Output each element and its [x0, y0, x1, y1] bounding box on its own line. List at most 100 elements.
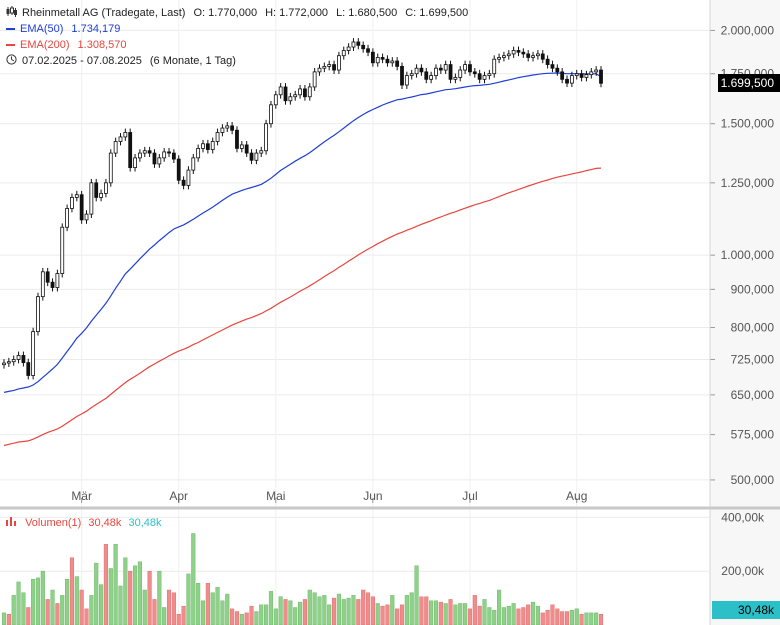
volume-bar — [443, 603, 448, 625]
candle — [375, 53, 380, 67]
volume-bar — [288, 600, 293, 625]
candle — [70, 193, 74, 213]
candle-body — [366, 48, 370, 53]
candle-body — [351, 41, 356, 48]
candle-body — [346, 46, 351, 51]
low-value: L: 1.680,500 — [336, 7, 398, 19]
ema50-row[interactable]: EMA(50) 1.734,179 — [6, 21, 468, 37]
candle-body — [210, 141, 215, 150]
candle-body — [205, 143, 210, 150]
candle-body — [225, 125, 230, 129]
candle-body — [104, 182, 108, 194]
volume-bar — [152, 599, 157, 625]
candle — [424, 68, 429, 84]
volume-bar — [69, 557, 75, 625]
candle-body — [45, 271, 50, 283]
candle-body — [152, 152, 157, 165]
volume-bar — [26, 607, 31, 625]
volume-bar — [346, 597, 351, 625]
candle-body — [414, 67, 419, 75]
volume-bar — [128, 570, 133, 625]
volume-bar — [278, 596, 283, 625]
candle-body — [220, 127, 225, 133]
instrument-name: Rheinmetall AG (Tradegate, Last) — [22, 7, 186, 19]
candle-body — [230, 125, 235, 131]
candle-body — [555, 67, 560, 73]
candle-body — [477, 73, 482, 80]
volume-bar — [472, 595, 477, 625]
candle — [94, 178, 99, 202]
candle — [356, 38, 361, 50]
volume-bar — [385, 604, 390, 625]
candle — [278, 83, 283, 99]
candle — [55, 269, 60, 292]
volume-bar — [259, 604, 264, 625]
time-tick-label: Mär — [71, 489, 92, 503]
ema200-row[interactable]: EMA(200) 1.308,570 — [6, 37, 468, 53]
candle-body — [26, 362, 31, 376]
candle-body — [497, 57, 501, 60]
candle — [404, 71, 409, 89]
volume-bar — [162, 607, 167, 625]
candle — [205, 139, 210, 154]
candle-body — [560, 71, 565, 80]
candle-body — [113, 141, 118, 154]
time-tick-label: Apr — [169, 489, 188, 503]
candle-body — [531, 55, 535, 58]
volume-bar — [268, 591, 274, 625]
candle-body — [6, 361, 11, 364]
volume-bar — [467, 608, 473, 625]
volume-bar — [448, 599, 453, 625]
candle-body — [133, 157, 137, 169]
candle-body — [550, 64, 555, 69]
volume-bar — [132, 565, 138, 625]
volume-bar — [327, 604, 332, 625]
volume-bar — [200, 600, 206, 625]
candle-body — [108, 152, 113, 184]
candle — [11, 355, 16, 366]
last-volume-badge: 30,48k — [712, 601, 780, 620]
candle — [157, 153, 162, 168]
candle-body — [74, 194, 79, 198]
candle — [599, 66, 603, 88]
candle-body — [594, 69, 599, 73]
candle — [560, 68, 565, 84]
ema200-line — [3, 167, 602, 447]
candle-body — [322, 65, 327, 69]
candle — [142, 146, 147, 158]
candle — [99, 189, 103, 202]
ema200-line-layer — [3, 167, 602, 447]
volume-bar — [264, 604, 269, 625]
candle — [351, 38, 356, 51]
price-tick-label: 800,000 — [731, 321, 775, 335]
candle — [370, 48, 375, 67]
candle — [482, 71, 487, 84]
candle — [288, 92, 293, 105]
volume-bar — [249, 605, 254, 625]
candle-body — [94, 182, 99, 198]
volume-bar — [579, 613, 584, 625]
volume-bar — [191, 533, 196, 625]
volume-bar — [1, 612, 7, 625]
volume-bar — [176, 613, 181, 625]
volume-bar — [521, 607, 526, 625]
candle — [565, 75, 569, 88]
volume-bar — [11, 595, 16, 625]
candle-body — [516, 50, 521, 53]
candle-body — [565, 78, 569, 84]
candle-body — [138, 152, 142, 159]
volume-bar — [550, 604, 555, 625]
volume-bar — [99, 584, 104, 625]
ema50-label: EMA(50) — [20, 23, 64, 35]
candle — [191, 153, 196, 175]
candle-body — [390, 60, 395, 64]
candle-body — [482, 75, 487, 80]
candle — [60, 223, 65, 278]
volume-bar — [453, 604, 458, 625]
chart-legend: Rheinmetall AG (Tradegate, Last) O: 1.77… — [6, 5, 468, 69]
candle-body — [167, 151, 171, 154]
candle-body — [506, 53, 511, 57]
candle-body — [361, 44, 366, 50]
